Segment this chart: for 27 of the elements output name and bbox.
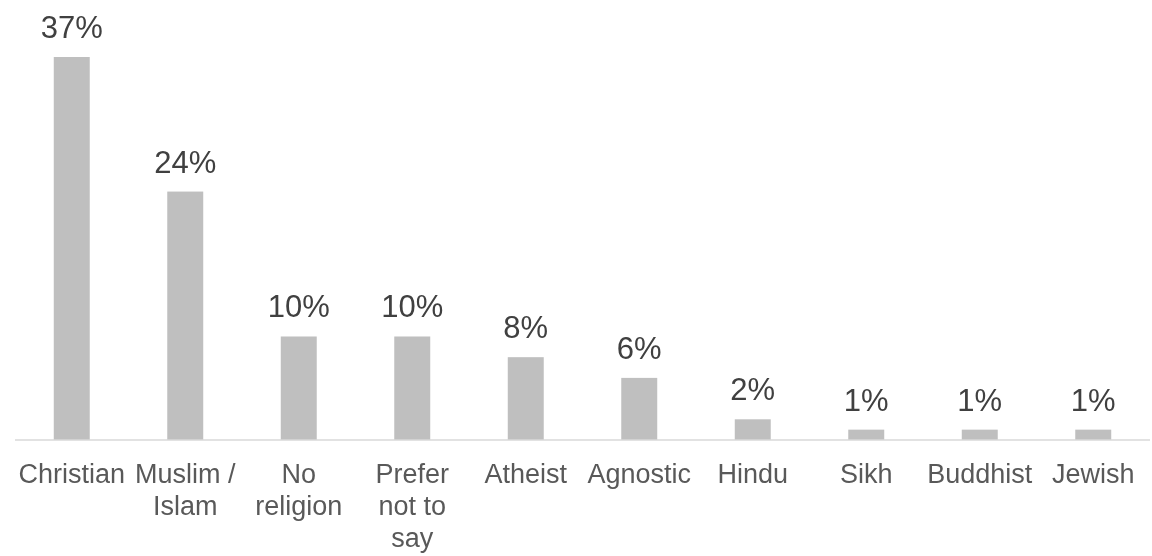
data-label: 2% <box>730 372 776 408</box>
x-tick-label: Agnostic <box>587 459 692 489</box>
bar <box>621 377 658 440</box>
x-tick-label: Prefer not to say <box>375 459 450 553</box>
bar <box>734 419 771 440</box>
data-label: 10% <box>381 289 444 325</box>
bar <box>167 191 204 440</box>
x-tick-label: Muslim / Islam <box>135 459 236 521</box>
bar <box>507 357 544 440</box>
x-tick-label: Hindu <box>717 459 789 489</box>
x-tick-label: No religion <box>255 459 343 521</box>
bar <box>394 336 431 440</box>
x-tick-label: Christian <box>18 459 126 489</box>
data-label: 6% <box>616 330 662 366</box>
bar <box>53 57 90 440</box>
x-tick-label: Jewish <box>1051 459 1135 489</box>
data-label: 37% <box>40 10 103 45</box>
x-tick-label: Atheist <box>484 459 568 489</box>
data-label: 1% <box>843 382 889 418</box>
data-label: 10% <box>267 289 330 325</box>
x-tick-label: Buddhist <box>927 459 1033 489</box>
data-label: 1% <box>957 382 1003 418</box>
data-label: 24% <box>154 144 217 180</box>
x-tick-label: Sikh <box>839 459 893 489</box>
bar <box>280 336 317 440</box>
data-label: 1% <box>1070 382 1116 418</box>
data-label: 8% <box>503 310 549 346</box>
